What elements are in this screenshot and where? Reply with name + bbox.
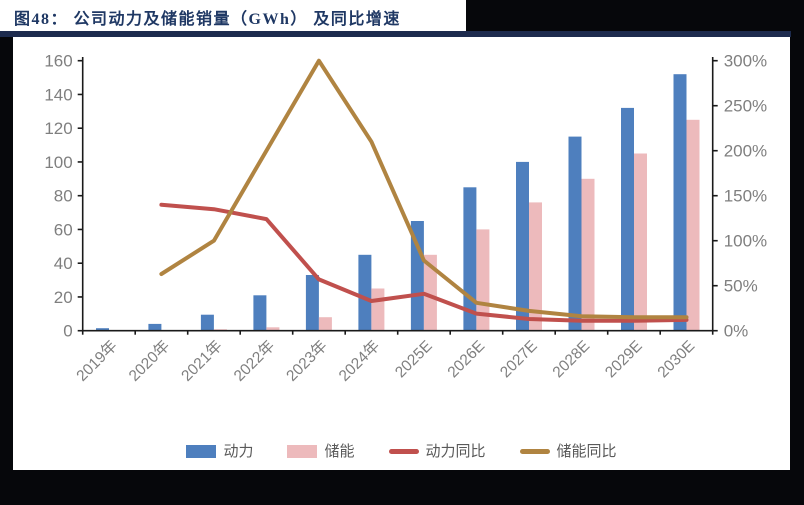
x-axis-tick: 2020年 <box>125 337 173 385</box>
legend-item-storage-yoy: 储能同比 <box>519 443 617 460</box>
left-axis-tick: 160 <box>44 52 72 71</box>
svg-text:2020年: 2020年 <box>125 337 173 385</box>
bar-power-2024年 <box>358 254 372 331</box>
svg-text:2019年: 2019年 <box>73 337 121 385</box>
bar-storage-2028E <box>581 178 595 331</box>
right-axis-tick: 100% <box>724 232 767 251</box>
right-axis-tick: 250% <box>724 97 767 116</box>
svg-text:2023年: 2023年 <box>283 337 331 385</box>
left-axis-tick: 60 <box>54 220 73 239</box>
right-axis-tick: 50% <box>724 277 758 296</box>
right-axis-tick: 0% <box>724 322 749 341</box>
legend-item-power-yoy: 动力同比 <box>388 443 486 460</box>
legend-swatch-power-yoy-line-icon <box>388 449 419 454</box>
x-axis-tick: 2022年 <box>230 337 278 385</box>
x-axis-tick: 2025E <box>392 338 436 382</box>
svg-text:2030E: 2030E <box>655 338 699 382</box>
svg-text:2021年: 2021年 <box>178 337 226 385</box>
right-axis-tick: 150% <box>724 187 767 206</box>
svg-text:2028E: 2028E <box>550 338 594 382</box>
legend-item-storage: 储能 <box>287 443 355 460</box>
bar-storage-2030E <box>686 119 700 331</box>
combo-chart: 0 20 40 60 80 100 120 140 160 0% 50% 100% 150% 200% 25… <box>44 52 767 385</box>
x-axis-tick: 2029E <box>602 338 646 382</box>
bar-storage-2029E <box>634 153 647 331</box>
axes <box>77 57 718 335</box>
left-axis-tick: 120 <box>44 119 72 138</box>
legend-swatch-power-bar-icon <box>186 445 217 458</box>
bar-storage-2024年 <box>371 288 385 331</box>
series-power <box>96 74 687 331</box>
bar-power-2027E <box>516 161 529 331</box>
legend-label-storage-yoy: 储能同比 <box>556 443 617 460</box>
x-axis-tick: 2024年 <box>335 337 383 385</box>
line-storage-yoy <box>159 58 689 320</box>
x-axis-tick: 2030E <box>655 338 699 382</box>
bar-power-2030E <box>673 74 687 331</box>
x-axis-tick: 2026E <box>445 338 489 382</box>
right-axis-tick: 200% <box>724 142 767 161</box>
svg-text:2029E: 2029E <box>602 338 646 382</box>
legend-swatch-storage-yoy-line-icon <box>519 449 550 454</box>
title-underline-rule <box>0 31 791 37</box>
legend-label-storage: 储能 <box>324 443 355 460</box>
series-storage <box>109 119 700 331</box>
figure-title: 图48： 公司动力及储能销量（GWh） 及同比增速 <box>14 11 401 28</box>
svg-text:2027E: 2027E <box>497 338 541 382</box>
legend-label-power: 动力 <box>223 443 254 460</box>
svg-text:2022年: 2022年 <box>230 337 278 385</box>
legend-swatch-storage-bar-icon <box>287 445 318 458</box>
left-axis-tick: 100 <box>44 153 72 172</box>
line-power-yoy <box>159 202 689 323</box>
x-axis-tick: 2019年 <box>73 337 121 385</box>
figure-caption-block: 图48： 公司动力及储能销量（GWh） 及同比增速 <box>0 0 466 31</box>
bar-storage-2025E <box>423 254 437 331</box>
legend-item-power: 动力 <box>186 444 253 459</box>
bar-storage-2023年 <box>318 317 332 331</box>
svg-text:2026E: 2026E <box>445 338 489 382</box>
legend-label-power-yoy: 动力同比 <box>425 443 486 460</box>
bar-power-2019年 <box>96 328 109 331</box>
svg-text:2024年: 2024年 <box>335 337 383 385</box>
left-axis-tick: 40 <box>54 254 73 273</box>
bar-power-2020年 <box>148 323 162 331</box>
bar-power-2028E <box>568 136 582 331</box>
x-axis-tick: 2027E <box>497 338 541 382</box>
right-axis-tick: 300% <box>724 52 767 71</box>
bar-power-2021年 <box>200 314 214 331</box>
left-axis-tick: 20 <box>54 288 73 307</box>
left-axis-tick: 80 <box>54 187 73 206</box>
bar-storage-2022年 <box>266 327 280 331</box>
x-axis-tick: 2028E <box>550 338 594 382</box>
bar-storage-2027E <box>529 202 542 331</box>
x-axis-tick: 2021年 <box>178 337 226 385</box>
left-axis-tick: 140 <box>44 85 72 104</box>
x-axis-tick: 2023年 <box>283 337 331 385</box>
left-axis-tick: 0 <box>63 322 72 341</box>
chart-panel: 0 20 40 60 80 100 120 140 160 0% 50% 100% 150% 200% 25… <box>13 37 790 470</box>
svg-text:2025E: 2025E <box>392 338 436 382</box>
bar-power-2022年 <box>253 295 267 331</box>
bar-power-2029E <box>621 107 634 331</box>
bar-power-2023年 <box>305 275 319 331</box>
chart-legend: 动力 储能 动力同比 储能同比 <box>13 444 790 459</box>
